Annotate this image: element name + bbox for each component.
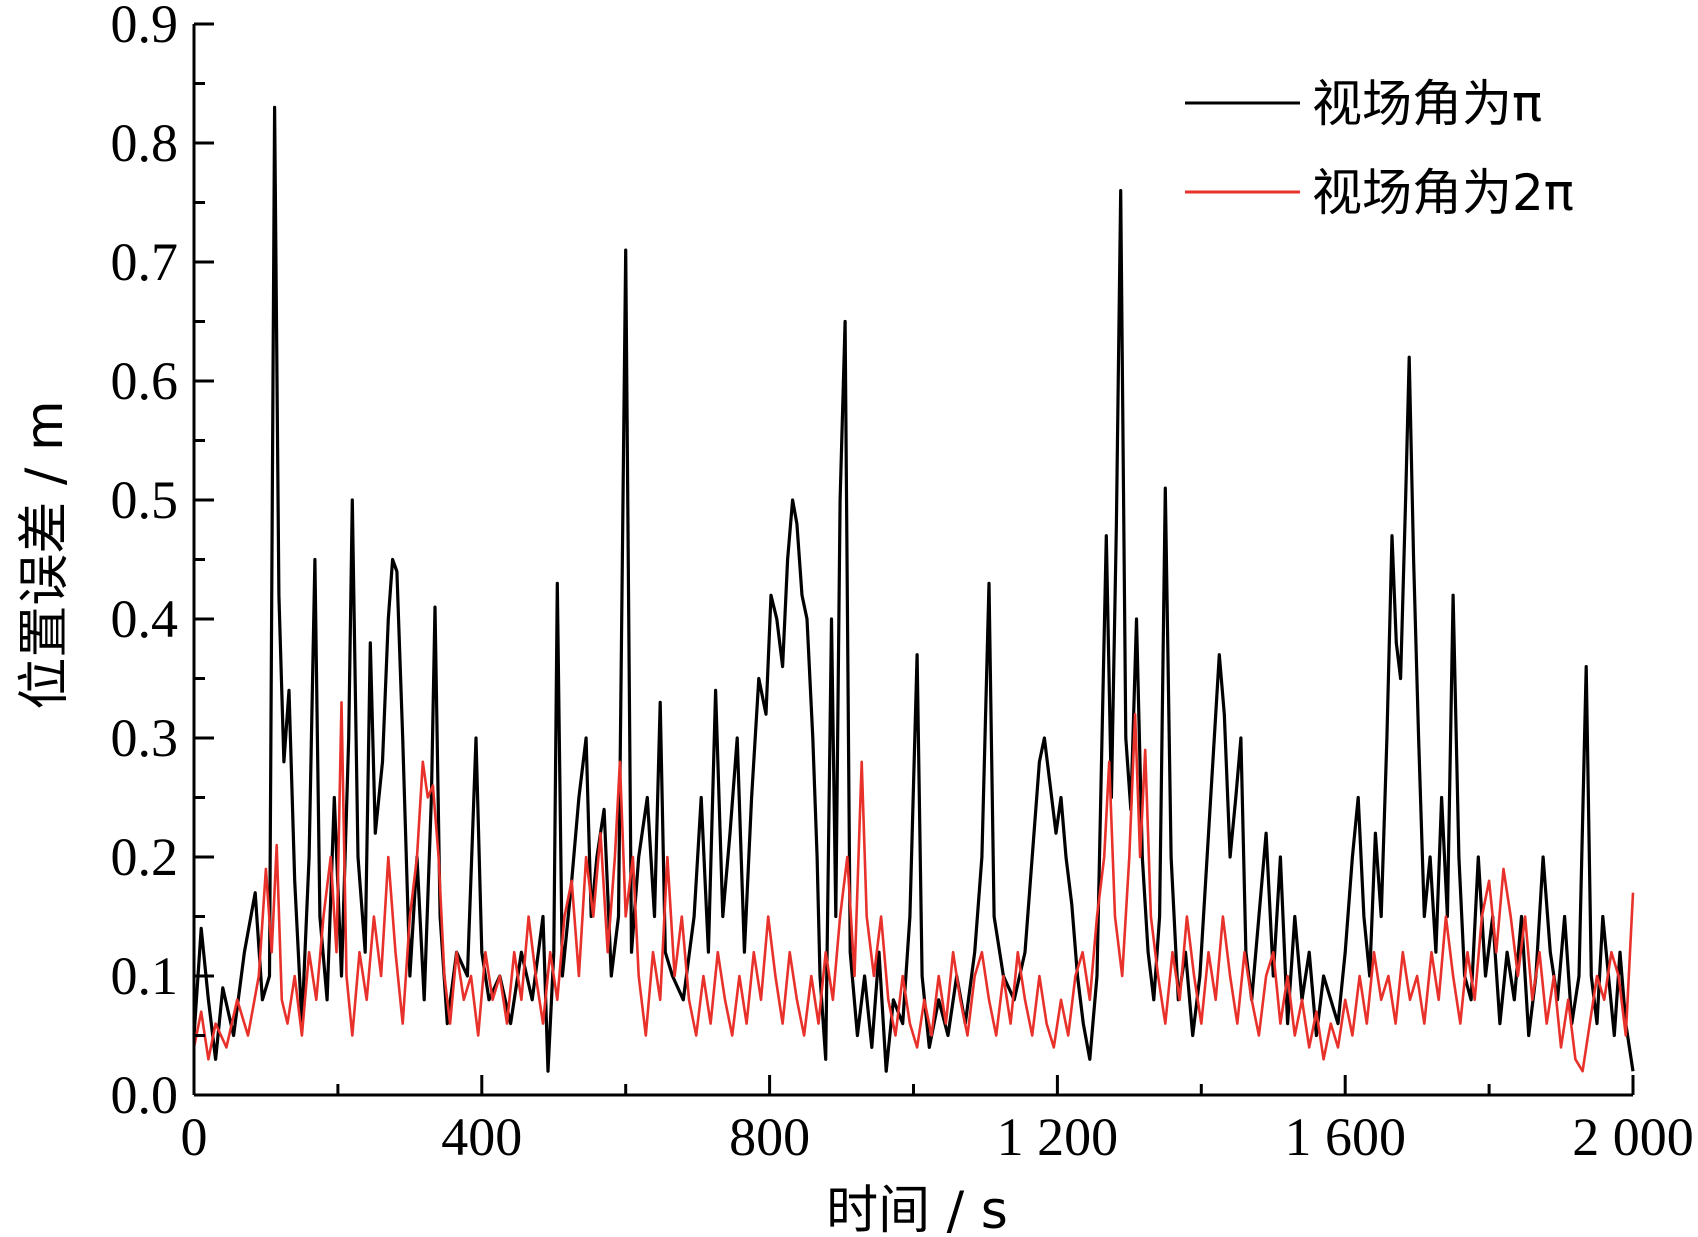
y-tick-label: 0.8 (111, 113, 179, 173)
y-tick-label: 0.5 (111, 470, 179, 530)
y-tick-label: 0.1 (111, 946, 179, 1006)
x-tick-label: 800 (729, 1107, 810, 1167)
y-tick-label: 0.9 (111, 0, 179, 54)
y-tick-label: 0.6 (111, 351, 179, 411)
y-axis-title: 位置误差 / m (15, 400, 75, 709)
series-layer (192, 105, 1635, 1073)
y-tick-label: 0.7 (111, 232, 179, 292)
x-tick-label: 0 (181, 1107, 208, 1167)
x-tick-label: 1 200 (997, 1107, 1119, 1167)
series-line-2 (192, 701, 1635, 1073)
y-tick-label: 0.0 (111, 1065, 179, 1125)
y-tick-label: 0.3 (111, 708, 179, 768)
x-tick-label: 1 600 (1284, 1107, 1406, 1167)
x-tick-label: 2 000 (1572, 1107, 1694, 1167)
x-axis-title: 时间 / s (826, 1181, 1008, 1237)
legend-label-series-2: 视场角为2π (1312, 164, 1574, 222)
y-tick-label: 0.4 (111, 589, 179, 649)
x-tick-label: 400 (441, 1107, 522, 1167)
legend: 视场角为π 视场角为2π (1185, 75, 1574, 222)
ticks-layer: 0.0 0.1 0.2 0.3 0.4 0.5 0.6 0.7 0.8 0.9 0 400 800 1 2… (111, 0, 1694, 1167)
y-tick-label: 0.2 (111, 827, 179, 887)
legend-label-series-1: 视场角为π (1312, 75, 1542, 133)
